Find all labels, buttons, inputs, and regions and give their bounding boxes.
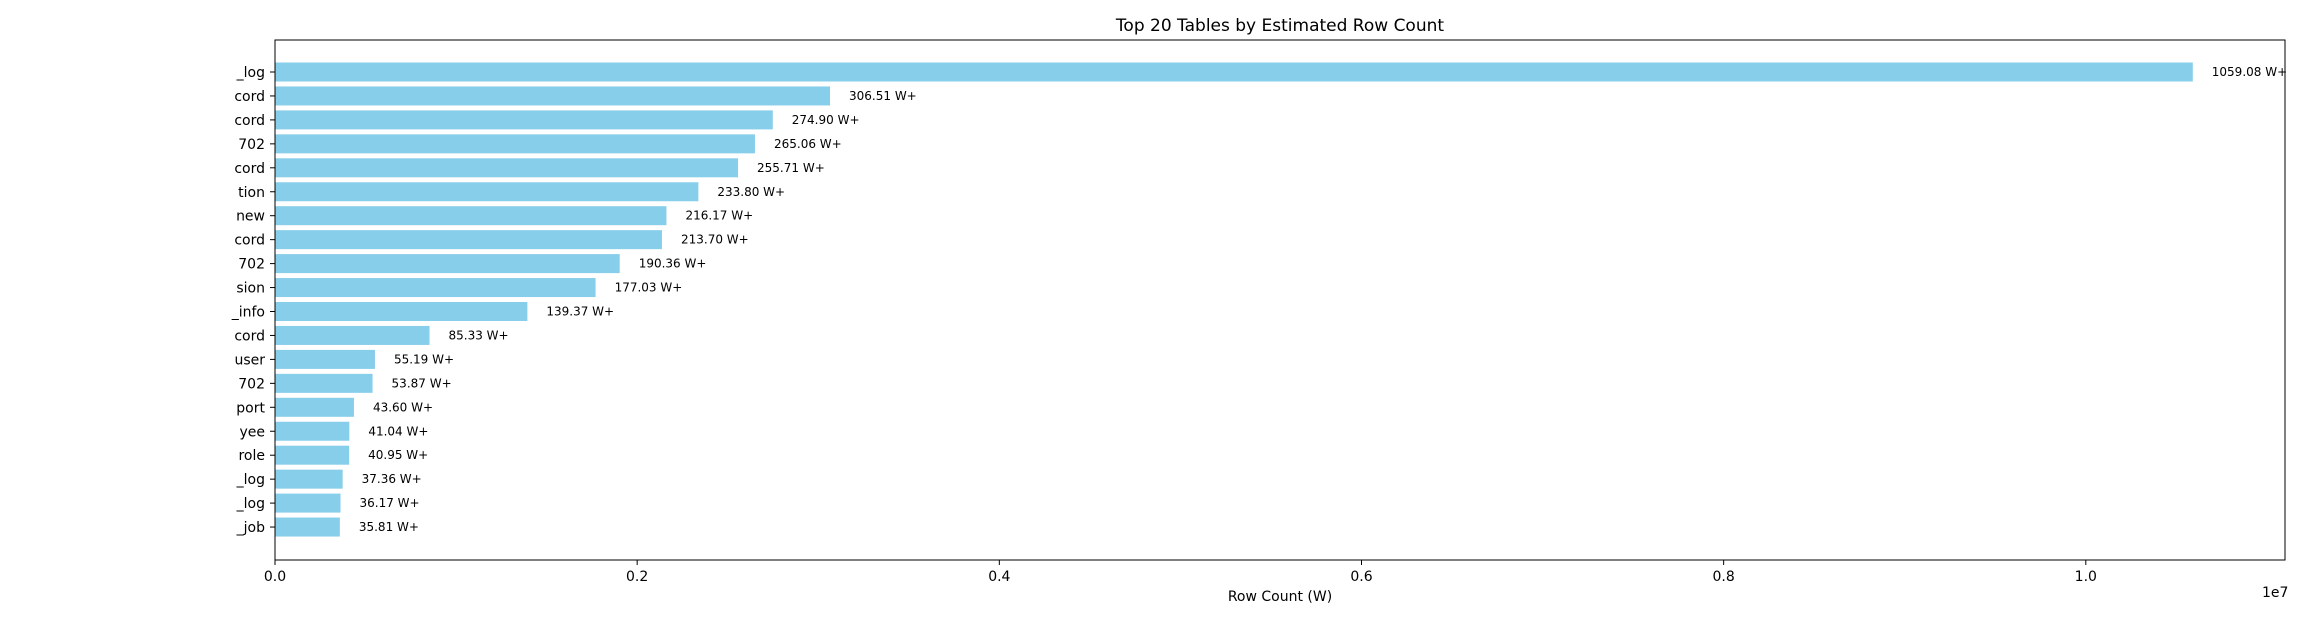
value-label: 233.80 W+: [717, 185, 785, 199]
bar: [275, 110, 773, 130]
bar: [275, 397, 354, 417]
category-label: tion: [238, 185, 265, 201]
value-labels: 1059.08 W+ 306.51 W+ 274.90 W+ 265.06 W+ 255…: [359, 65, 2287, 534]
bar: [275, 421, 350, 441]
bar: [275, 445, 350, 465]
category-labels: _logcordcord702cordtionnewcord702sion_in…: [231, 65, 275, 536]
value-label: 216.17 W+: [685, 209, 753, 223]
x-tick-label: 0.4: [988, 569, 1010, 585]
x-tick-label: 0.2: [626, 569, 648, 585]
bar: [275, 517, 340, 537]
bar: [275, 86, 831, 106]
x-axis-ticks: 0.0 0.2 0.4 0.6 0.8 1.0: [264, 560, 2097, 585]
value-label: 190.36 W+: [639, 257, 707, 271]
bar: [275, 134, 755, 154]
bar: [275, 158, 739, 178]
bar: [275, 349, 375, 369]
value-label: 85.33 W+: [449, 328, 509, 342]
bar: [275, 325, 430, 345]
x-axis-label: Row Count (W): [1228, 589, 1332, 605]
category-label: 702: [238, 137, 265, 153]
category-label: sion: [236, 281, 265, 297]
category-label: cord: [234, 233, 265, 249]
category-label: cord: [234, 89, 265, 105]
category-label: _info: [231, 305, 265, 321]
category-label: user: [234, 352, 265, 368]
bar: [275, 206, 667, 226]
category-label: cord: [234, 328, 265, 344]
plot-frame: [274, 39, 2286, 561]
bar: [275, 373, 373, 393]
value-label: 306.51 W+: [849, 89, 917, 103]
value-label: 1059.08 W+: [2212, 65, 2287, 79]
category-label: yee: [239, 424, 265, 440]
value-label: 53.87 W+: [392, 376, 452, 390]
category-label: _log: [236, 496, 265, 512]
bar: [275, 230, 662, 250]
value-label: 36.17 W+: [360, 496, 420, 510]
bar: [275, 278, 596, 298]
value-label: 274.90 W+: [792, 113, 860, 127]
x-axis-offset-text: 1e7: [2262, 585, 2288, 601]
value-label: 43.60 W+: [373, 400, 433, 414]
category-label: _log: [236, 65, 265, 81]
bar: [275, 302, 528, 321]
bars-layer: [275, 62, 2193, 537]
category-label: _job: [236, 520, 265, 536]
value-label: 255.71 W+: [757, 161, 825, 175]
value-label: 35.81 W+: [359, 520, 419, 534]
category-label: new: [236, 209, 265, 225]
value-label: 213.70 W+: [681, 233, 749, 247]
value-label: 55.19 W+: [394, 352, 454, 366]
bar: [275, 62, 2193, 82]
category-label: 702: [238, 376, 265, 392]
category-label: 702: [238, 257, 265, 273]
chart-title: Top 20 Tables by Estimated Row Count: [1115, 16, 1444, 36]
value-label: 41.04 W+: [368, 424, 428, 438]
category-label: cord: [234, 161, 265, 177]
value-label: 37.36 W+: [362, 472, 422, 486]
value-label: 40.95 W+: [368, 448, 428, 462]
category-label: cord: [234, 113, 265, 129]
bar: [275, 182, 699, 202]
category-label: port: [236, 400, 265, 416]
value-label: 139.37 W+: [546, 305, 614, 319]
x-tick-label: 0.6: [1350, 569, 1372, 585]
value-label: 177.03 W+: [615, 281, 683, 295]
bar: [275, 493, 341, 513]
bar: [275, 254, 620, 274]
x-tick-label: 0.8: [1713, 569, 1735, 585]
category-label: role: [238, 448, 265, 464]
value-label: 265.06 W+: [774, 137, 842, 151]
x-tick-label: 0.0: [264, 569, 286, 585]
category-label: _log: [236, 472, 265, 488]
x-tick-label: 1.0: [2075, 569, 2097, 585]
bar: [275, 469, 343, 489]
